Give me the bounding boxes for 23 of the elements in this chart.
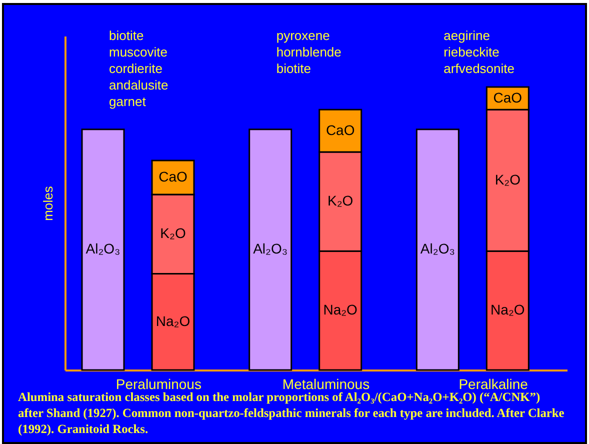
text: Alumina saturation classes based on the molar proportions of Al₂O₃/(CaO+Na₂O+K₂O) (“A/CNK”) after Shand (1927). Common non-quartzo-feldspathic minerals for each type are included. After Clarke (1992). Granitoid Rocks. — [18, 390, 566, 437]
bar — [81, 128, 125, 371]
series-label: K₂O — [494, 171, 521, 188]
series-label: CaO — [493, 89, 522, 106]
text: Na₂O — [490, 302, 525, 318]
text: CaO — [158, 168, 188, 185]
bar — [416, 128, 460, 371]
text: CaO — [326, 122, 355, 138]
text: Metaluminous — [282, 376, 370, 392]
text: Al₂O₃ — [86, 240, 120, 257]
text: Peraluminous — [116, 376, 202, 392]
series-label: Na₂O — [323, 302, 358, 318]
text: Peralkaline — [458, 376, 528, 392]
series-label: Al₂O₃ — [253, 240, 288, 257]
annotation: biotite muscovite cordierite andalusite garnet — [109, 28, 168, 109]
y-axis-title: moles — [40, 186, 56, 221]
text: K₂O — [160, 225, 186, 242]
text: aegirine riebeckite arfvedsonite — [444, 28, 514, 76]
bar — [248, 128, 292, 371]
text: pyroxene hornblende biotite — [276, 28, 342, 76]
text: K₂O — [327, 192, 354, 209]
text: Na₂O — [156, 312, 190, 329]
text: Al₂O₃ — [420, 240, 455, 257]
